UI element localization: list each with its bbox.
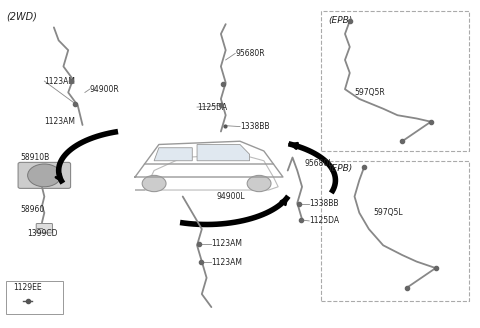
Text: 95680L: 95680L — [304, 159, 333, 169]
Text: 58910B: 58910B — [21, 153, 50, 162]
Polygon shape — [197, 145, 250, 161]
Circle shape — [28, 164, 61, 187]
Bar — [6, 281, 63, 314]
Text: 1123AM: 1123AM — [44, 117, 75, 126]
Text: 1123AM: 1123AM — [211, 258, 242, 267]
Text: 597Q5R: 597Q5R — [355, 88, 385, 97]
Text: 1123AM: 1123AM — [44, 76, 75, 86]
Text: 94900R: 94900R — [90, 85, 120, 94]
Text: 95680R: 95680R — [235, 49, 265, 58]
Text: (EPB): (EPB) — [328, 16, 352, 25]
Text: 1129EE: 1129EE — [13, 283, 42, 292]
Circle shape — [247, 175, 271, 192]
Text: 1399CD: 1399CD — [28, 229, 58, 238]
Circle shape — [142, 175, 166, 192]
Text: 1123AM: 1123AM — [211, 239, 242, 248]
Polygon shape — [154, 148, 192, 161]
Text: 1125DA: 1125DA — [197, 103, 227, 112]
FancyBboxPatch shape — [18, 162, 71, 188]
Text: 1338BB: 1338BB — [240, 122, 269, 131]
Text: 94900L: 94900L — [216, 192, 245, 201]
Text: 1125DA: 1125DA — [309, 216, 339, 225]
Text: 597Q5L: 597Q5L — [373, 208, 403, 217]
FancyBboxPatch shape — [36, 223, 52, 233]
Text: (2WD): (2WD) — [6, 11, 37, 21]
Text: 58960: 58960 — [21, 205, 45, 214]
Text: (EPB): (EPB) — [328, 164, 352, 173]
Text: 1338BB: 1338BB — [309, 199, 339, 208]
